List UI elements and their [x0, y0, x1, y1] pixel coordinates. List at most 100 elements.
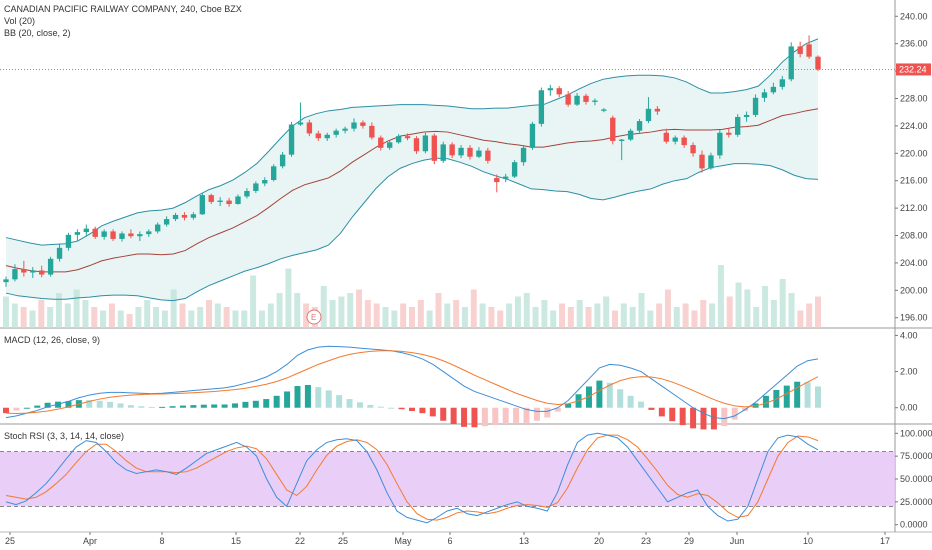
- y-tick-label: 196.00: [900, 313, 928, 323]
- volume-bar: [20, 307, 27, 328]
- candle-body: [601, 109, 607, 111]
- candle-body: [163, 219, 170, 225]
- macd-histogram-bar: [690, 407, 697, 429]
- macd-tick-label: 0.00: [900, 403, 918, 413]
- volume-bar: [647, 310, 654, 328]
- volume-bar: [497, 310, 504, 328]
- macd-histogram-bar: [419, 407, 426, 414]
- candle-body: [30, 270, 36, 273]
- volume-bar: [170, 289, 177, 328]
- candle-body: [815, 56, 821, 70]
- macd-histogram-bar: [294, 386, 301, 408]
- volume-bar: [11, 303, 18, 328]
- macd-histogram-bar: [200, 404, 207, 408]
- macd-histogram-bar: [159, 406, 166, 408]
- candle-body: [538, 90, 545, 124]
- volume-bar: [612, 310, 618, 328]
- candle-body: [324, 134, 330, 139]
- y-tick-label: 224.00: [900, 121, 928, 131]
- macd-histogram-bar: [3, 407, 9, 414]
- candle-body: [92, 228, 98, 237]
- candle-body: [369, 125, 375, 138]
- candle-body: [467, 147, 473, 157]
- macd-histogram-bar: [617, 389, 624, 408]
- volume-bar: [55, 293, 62, 328]
- y-tick-label: 212.00: [900, 203, 928, 213]
- macd-histogram-bar: [65, 401, 72, 408]
- volume-bar: [638, 293, 645, 328]
- candle-body: [297, 122, 304, 125]
- volume-bar: [797, 310, 804, 328]
- candle-body: [699, 154, 705, 169]
- macd-histogram-bar: [148, 407, 155, 409]
- macd-histogram-bar: [232, 403, 239, 408]
- macd-histogram-bar: [367, 404, 374, 408]
- candle-body: [253, 183, 259, 191]
- volume-bar: [223, 307, 230, 328]
- volume-bar: [73, 289, 80, 328]
- x-tick-label: 15: [231, 536, 241, 546]
- bb-basis-line: [5, 108, 819, 273]
- macd-histogram-bar: [513, 407, 520, 423]
- volume-bar: [664, 289, 671, 328]
- volume-bar: [682, 303, 689, 328]
- macd-histogram-bar: [242, 401, 249, 408]
- volume-bar: [709, 303, 716, 328]
- macd-histogram-bar: [658, 407, 665, 417]
- volume-bar: [779, 279, 786, 328]
- candle-body: [65, 234, 72, 248]
- candle-body: [315, 133, 321, 139]
- volume-bar: [585, 307, 592, 328]
- x-tick-label: 8: [159, 536, 164, 546]
- candle-body: [529, 123, 536, 148]
- candle-body: [735, 116, 741, 135]
- volume-bar: [409, 307, 415, 328]
- volume-bar: [197, 307, 204, 328]
- macd-histogram-bar: [648, 407, 655, 410]
- volume-bar: [691, 310, 698, 328]
- volume-bar: [108, 303, 115, 328]
- volume-bar: [567, 307, 574, 328]
- macd-histogram-bar: [346, 399, 353, 408]
- macd-histogram-bar: [304, 384, 311, 408]
- macd-histogram-bar: [273, 395, 280, 408]
- last-price-box: [896, 63, 931, 76]
- stoch-tick-label: 0.0000: [900, 520, 928, 530]
- volume-bar: [64, 303, 71, 328]
- macd-histogram-bar: [815, 386, 821, 408]
- macd-legend: MACD (12, 26, close, 9): [4, 335, 101, 345]
- candle-body: [271, 166, 277, 181]
- volume-bar: [91, 307, 98, 328]
- volume-bar: [135, 307, 142, 328]
- macd-histogram-bar: [638, 401, 645, 408]
- candle-body: [74, 232, 81, 235]
- candle-body: [217, 200, 223, 202]
- volume-bar: [320, 286, 327, 328]
- macd-histogram-bar: [221, 404, 228, 408]
- volume-bar: [382, 307, 389, 328]
- stoch-band: [0, 451, 895, 507]
- macd-histogram-bar: [533, 407, 540, 421]
- macd-histogram-bar: [606, 382, 613, 408]
- candle-body: [262, 180, 268, 184]
- candle-body: [279, 154, 286, 167]
- macd-histogram-bar: [471, 407, 478, 428]
- main-legend: CANADIAN PACIFIC RAILWAY COMPANY, 240, C…: [4, 3, 242, 39]
- macd-histogram-bar: [440, 407, 447, 421]
- candle-body: [333, 130, 339, 135]
- candle-body: [788, 46, 794, 80]
- bb-fill: [6, 38, 818, 301]
- macd-histogram-bar: [544, 407, 551, 418]
- candle-body: [708, 155, 714, 169]
- macd-histogram-bar: [211, 404, 218, 408]
- volume-bar: [461, 307, 468, 328]
- candle-body: [101, 231, 107, 237]
- macd-histogram-bar: [252, 400, 259, 408]
- candle-body: [440, 144, 446, 161]
- volume-bar: [294, 293, 301, 328]
- y-tick-label: 240.00: [900, 11, 928, 21]
- volume-bar: [770, 300, 777, 328]
- volume-bar: [329, 300, 336, 328]
- macd-histogram-bar: [315, 387, 322, 408]
- volume-bar: [417, 300, 424, 328]
